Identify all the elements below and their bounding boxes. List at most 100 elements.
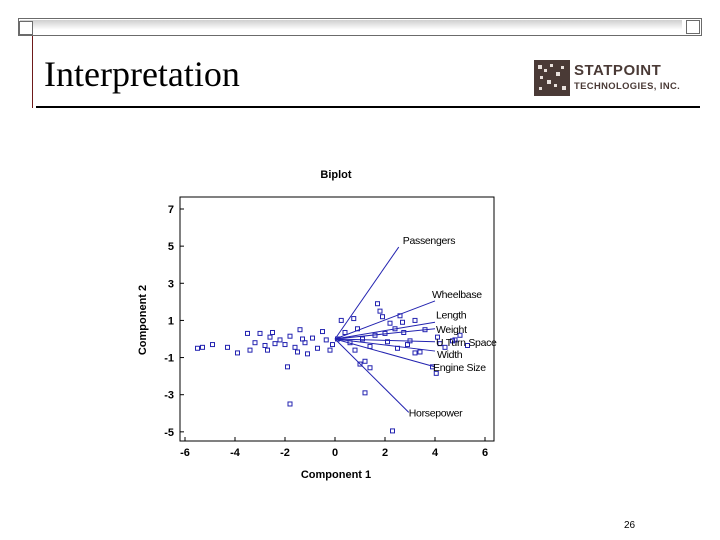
statpoint-logo-mark-icon — [534, 60, 570, 96]
y-tick-label: 1 — [168, 315, 174, 327]
data-point — [338, 317, 344, 323]
data-point — [235, 350, 240, 356]
data-point — [452, 337, 458, 343]
x-tick-label: 6 — [482, 447, 488, 459]
x-tick-label: 0 — [332, 447, 338, 459]
data-point — [362, 358, 368, 364]
accent-line — [32, 36, 33, 108]
data-point — [433, 370, 439, 376]
title-rule — [36, 106, 700, 108]
data-point — [247, 347, 253, 353]
x-tick-label: -6 — [180, 447, 190, 459]
data-point — [310, 335, 315, 341]
x-tick-label: -4 — [230, 447, 241, 459]
frame-corner-box-left — [19, 21, 33, 35]
frame-corner-box-right — [686, 20, 700, 34]
loading-label: Length — [436, 309, 467, 321]
loading-vector — [334, 338, 436, 343]
data-point — [327, 347, 333, 353]
x-axis-label: Component 1 — [301, 469, 371, 481]
data-point — [282, 342, 288, 348]
data-point — [323, 337, 329, 343]
data-point — [265, 347, 270, 353]
loading-label: Engine Size — [433, 362, 486, 374]
logo-line2: TECHNOLOGIES, INC. — [574, 80, 681, 91]
data-point — [330, 342, 335, 348]
loading-vector — [334, 338, 410, 413]
data-point — [252, 340, 258, 346]
loading-label: U Turn Space — [436, 337, 497, 349]
data-point — [210, 342, 215, 348]
data-point — [387, 320, 393, 326]
y-tick-label: -1 — [164, 353, 174, 365]
data-point — [417, 349, 423, 355]
data-point — [457, 332, 463, 338]
data-point — [245, 330, 250, 336]
data-point — [225, 344, 230, 350]
loading-vector — [334, 338, 436, 352]
y-axis-label: Component 2 — [137, 285, 149, 355]
data-point — [342, 329, 348, 335]
data-point — [262, 342, 268, 348]
data-point — [351, 316, 357, 322]
title-bar-gradient — [20, 20, 682, 34]
y-tick-label: -3 — [164, 390, 174, 402]
loading-vector — [334, 246, 400, 340]
y-tick-label: 3 — [168, 278, 174, 290]
data-point — [367, 343, 373, 349]
data-point — [315, 345, 320, 351]
loading-label: Wheelbase — [432, 289, 482, 301]
data-point — [380, 314, 385, 320]
data-point — [390, 428, 395, 434]
loading-vector — [334, 328, 436, 340]
data-point — [267, 334, 273, 340]
data-point — [195, 345, 200, 351]
y-tick-label: -5 — [164, 427, 174, 439]
data-point — [277, 337, 283, 343]
x-tick-label: 4 — [432, 447, 439, 459]
data-point — [200, 344, 205, 350]
plot-area: -6 -4 -2 0 2 4 6 7 5 3 1 -1 -3 -5 Passengers Wheelbase L… — [164, 196, 497, 459]
data-point — [412, 350, 418, 356]
data-point — [297, 327, 303, 333]
loading-label: Width — [437, 349, 463, 361]
chart-title: Biplot — [320, 169, 351, 181]
data-point — [287, 401, 293, 407]
data-point — [362, 390, 368, 396]
loading-vector — [334, 338, 436, 368]
loading-label: Passengers — [403, 235, 455, 247]
data-point — [257, 330, 263, 336]
data-point — [375, 301, 380, 307]
slide-title: Interpretation — [44, 54, 240, 94]
data-point — [367, 365, 373, 371]
data-point — [272, 341, 278, 347]
logo-mark-dots — [538, 64, 566, 90]
title-bar-frame — [18, 18, 702, 36]
loading-vector — [334, 321, 436, 340]
data-point — [305, 351, 310, 357]
data-point — [465, 342, 470, 348]
data-point — [385, 339, 390, 345]
data-point — [442, 344, 448, 350]
data-point — [357, 361, 363, 367]
data-point — [287, 333, 293, 339]
data-point — [437, 341, 443, 347]
x-tick-label: 2 — [382, 447, 388, 459]
data-point — [270, 329, 275, 335]
page-number: 26 — [624, 520, 636, 531]
x-tick-label: -2 — [280, 447, 290, 459]
loading-label: Horsepower — [409, 407, 463, 419]
data-point — [295, 349, 300, 355]
data-point — [360, 336, 365, 342]
data-point — [320, 329, 325, 335]
data-point — [292, 344, 298, 350]
data-point — [302, 340, 308, 346]
y-tick-label: 7 — [168, 204, 174, 216]
plot-frame — [179, 196, 495, 442]
data-point — [412, 317, 418, 323]
data-point — [352, 347, 358, 353]
data-point — [435, 334, 440, 340]
data-point — [377, 308, 383, 314]
logo-line1: STATPOINT — [574, 62, 662, 79]
